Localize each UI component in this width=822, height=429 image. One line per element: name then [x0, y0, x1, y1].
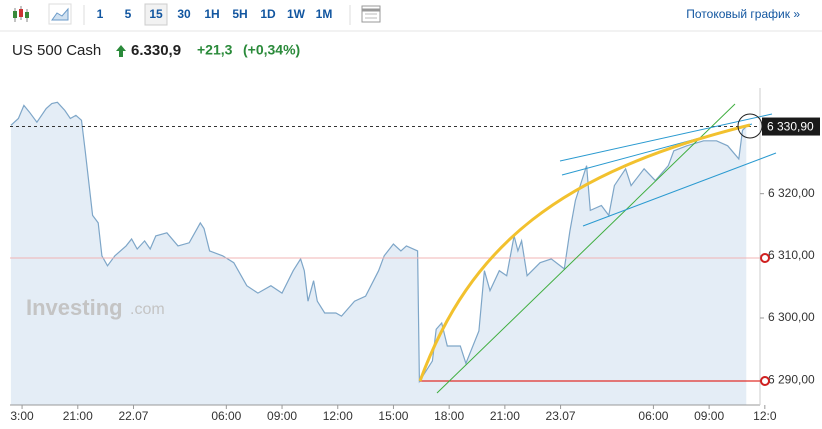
- streaming-link[interactable]: Потоковый график »: [686, 7, 800, 21]
- y-tick-label: 6 320,00: [768, 186, 815, 200]
- watermark-brand: Investing: [26, 295, 123, 320]
- x-tick-label: 18:00: [434, 409, 464, 423]
- x-tick-label: 06:00: [211, 409, 241, 423]
- toolbar: 1 5 15 30 1H 5H 1D 1W 1M Потоковый график »: [13, 3, 800, 26]
- x-tick-label: 06:00: [638, 409, 668, 423]
- price-line: [10, 101, 747, 384]
- interval-button[interactable]: 1: [97, 7, 104, 21]
- x-tick-label: 15:00: [378, 409, 408, 423]
- area-icon[interactable]: [48, 3, 72, 25]
- x-tick-label: 22.07: [118, 409, 148, 423]
- handle: [760, 253, 770, 263]
- x-tick-label: 3:00: [10, 409, 34, 423]
- selected-box: [144, 3, 168, 26]
- interval-button[interactable]: 5H: [232, 7, 247, 21]
- change: +21,3: [197, 42, 233, 58]
- instrument-name: US 500 Cash: [12, 42, 101, 59]
- channel-line: [582, 152, 777, 227]
- x-tick-label: 21:00: [490, 409, 520, 423]
- handle: [760, 376, 770, 386]
- y-tick-label: 6 310,00: [768, 248, 815, 262]
- interval-button[interactable]: 1D: [260, 7, 276, 21]
- x-tick-label: 21:00: [63, 409, 93, 423]
- interval-button[interactable]: 30: [177, 7, 191, 21]
- table-icon[interactable]: [361, 5, 381, 23]
- up-arrow: [116, 45, 126, 57]
- channel-line: [559, 113, 773, 162]
- x-tick-label: 09:00: [694, 409, 724, 423]
- y-tick-label: 6 290,00: [768, 372, 815, 386]
- candle-icon[interactable]: [13, 6, 29, 22]
- x-tick-label: 09:00: [267, 409, 297, 423]
- interval-button[interactable]: 1W: [287, 7, 306, 21]
- y-tick-label: 6 300,00: [768, 310, 815, 324]
- interval-button[interactable]: 1M: [316, 7, 333, 21]
- x-tick-label: 12:0: [753, 409, 777, 423]
- area: [10, 102, 747, 406]
- interval-button[interactable]: 5: [125, 7, 132, 21]
- price: 6.330,9: [131, 42, 181, 59]
- trend-line: [436, 103, 736, 394]
- drawings: [10, 103, 777, 394]
- watermark-suffix: .com: [130, 301, 165, 318]
- last-price-box: [762, 117, 820, 136]
- last-price-label: 6 330,90: [767, 120, 814, 134]
- interval-button[interactable]: 1H: [204, 7, 219, 21]
- change-percent: (+0,34%): [243, 42, 300, 58]
- x-tick-label: 23.07: [546, 409, 576, 423]
- interval-button[interactable]: 15: [149, 7, 163, 21]
- x-tick-label: 12:00: [323, 409, 353, 423]
- arc-curve: [418, 123, 751, 382]
